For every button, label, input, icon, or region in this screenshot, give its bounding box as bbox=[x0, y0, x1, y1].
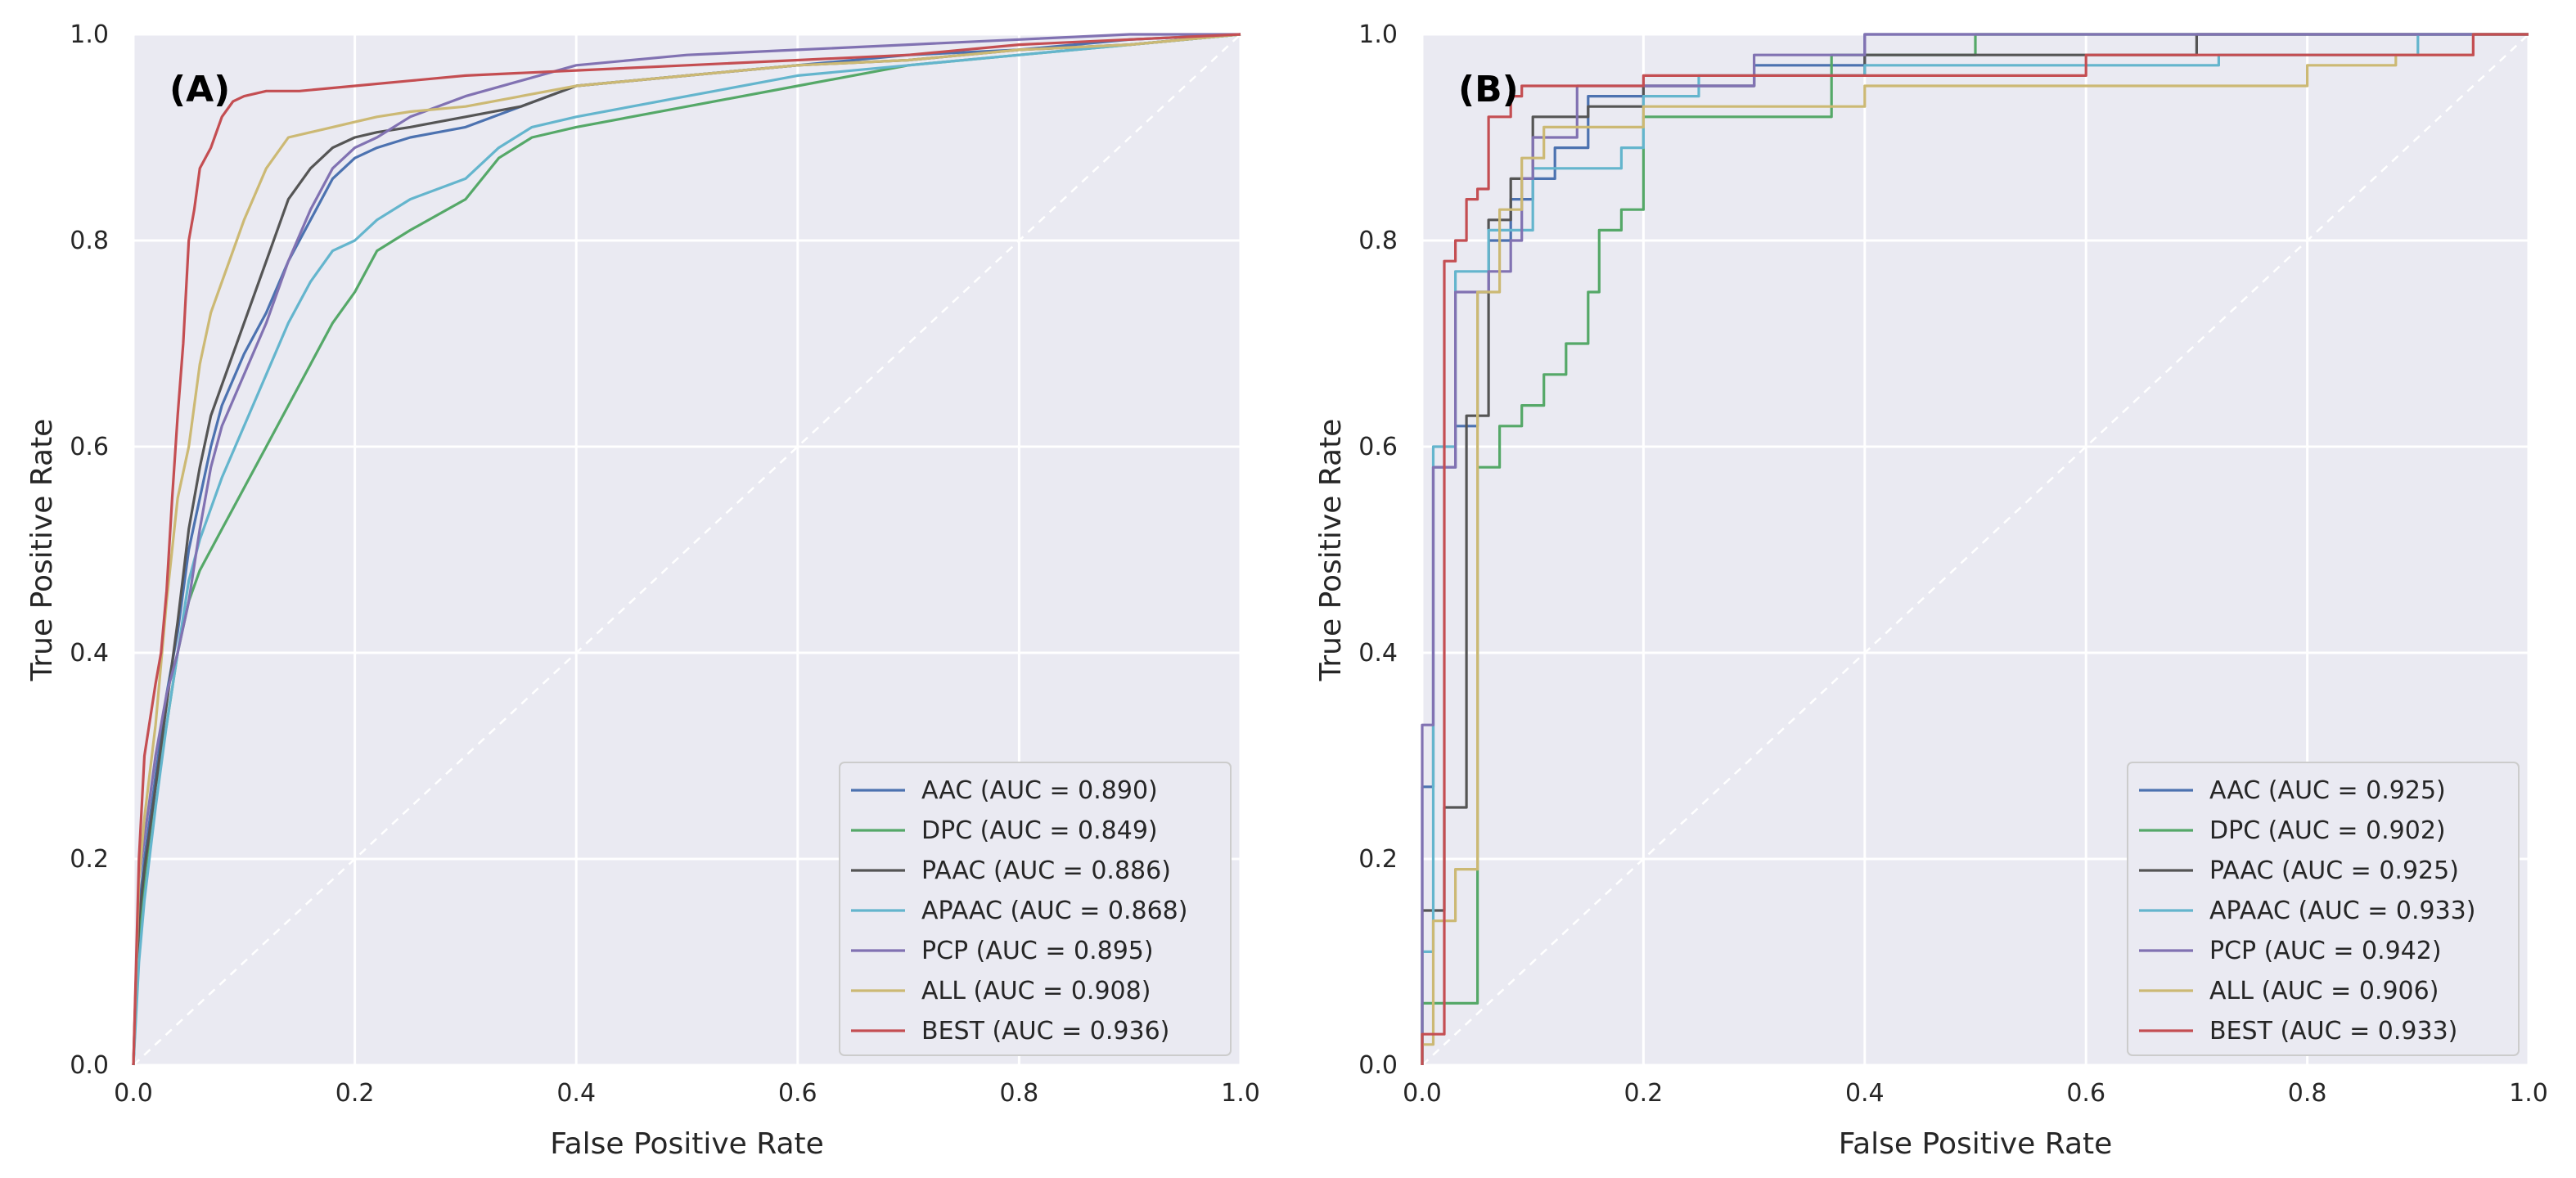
panel-b-legend-label-6: BEST (AUC = 0.933) bbox=[2209, 1017, 2457, 1045]
panel-b-legend-label-1: DPC (AUC = 0.902) bbox=[2209, 816, 2446, 845]
panel-a-y-tick-5: 1.0 bbox=[70, 20, 109, 49]
panel-b-y-tick-3: 0.6 bbox=[1358, 433, 1398, 461]
panel-b-y-tick-2: 0.4 bbox=[1358, 639, 1398, 668]
panel-a-x-tick-1: 0.2 bbox=[336, 1079, 375, 1108]
panel-b-legend: AAC (AUC = 0.925) DPC (AUC = 0.902) PAAC (… bbox=[2127, 762, 2520, 1056]
panel-b-curve-4 bbox=[1421, 33, 2529, 1065]
panel-b-curve-1 bbox=[1421, 33, 2529, 1065]
panel-b-x-axis-label: False Positive Rate bbox=[1839, 1127, 2113, 1161]
panel-a-legend-label-1: DPC (AUC = 0.849) bbox=[921, 816, 1158, 845]
panel-b-x-tick-0: 0.0 bbox=[1403, 1079, 1442, 1108]
panel-b-legend-label-5: ALL (AUC = 0.906) bbox=[2209, 977, 2439, 1005]
panel-a-legend-label-4: PCP (AUC = 0.895) bbox=[921, 937, 1154, 965]
panel-a-legend-label-5: ALL (AUC = 0.908) bbox=[921, 977, 1151, 1005]
panel-b: 0.0 0.2 0.4 0.6 0.8 1.0 0.0 0.2 0.4 0.6 0.8 1.0 Fals… bbox=[1314, 20, 2548, 1161]
panel-b-x-tick-1: 0.2 bbox=[1624, 1079, 1664, 1108]
panel-b-y-axis-label: True Positive Rate bbox=[1314, 419, 1348, 682]
panel-b-chance-diagonal bbox=[1421, 34, 2529, 1066]
panel-b-x-tick-5: 1.0 bbox=[2509, 1079, 2548, 1108]
panel-b-x-tick-3: 0.6 bbox=[2066, 1079, 2105, 1108]
panel-a-panel-label: (A) bbox=[169, 69, 230, 110]
panel-a-legend-label-3: APAAC (AUC = 0.868) bbox=[921, 897, 1187, 925]
panel-a-chance-diagonal bbox=[133, 34, 1241, 1066]
panel-b-legend-label-0: AAC (AUC = 0.925) bbox=[2209, 776, 2446, 805]
panel-a-curve-5 bbox=[132, 33, 1241, 1066]
panel-b-y-tick-0: 0.0 bbox=[1358, 1051, 1398, 1080]
panel-b-curve-3 bbox=[1421, 33, 2529, 1065]
panel-b-y-tick-4: 0.8 bbox=[1358, 227, 1398, 255]
panel-a-x-axis-label: False Positive Rate bbox=[550, 1127, 824, 1161]
panel-b-legend-label-4: PCP (AUC = 0.942) bbox=[2209, 937, 2442, 965]
panel-a-x-tick-0: 0.0 bbox=[114, 1079, 153, 1108]
panel-b-x-tick-2: 0.4 bbox=[1845, 1079, 1885, 1108]
panel-b-legend-box bbox=[2127, 762, 2520, 1056]
panel-a-legend-label-6: BEST (AUC = 0.936) bbox=[921, 1017, 1169, 1045]
panel-a-y-tick-3: 0.6 bbox=[70, 433, 109, 461]
panel-a-x-tick-3: 0.6 bbox=[778, 1079, 817, 1108]
panel-a-x-tick-2: 0.4 bbox=[556, 1079, 596, 1108]
panel-b-y-tick-5: 1.0 bbox=[1358, 20, 1398, 49]
panel-b-panel-label: (B) bbox=[1458, 69, 1519, 110]
panel-a-y-tick-4: 0.8 bbox=[70, 227, 109, 255]
panel-a-y-tick-2: 0.4 bbox=[70, 639, 109, 668]
panel-a-x-tick-5: 1.0 bbox=[1221, 1079, 1260, 1108]
panel-a: 0.0 0.2 0.4 0.6 0.8 1.0 0.0 0.2 0.4 0.6 0.8 1.0 Fals… bbox=[25, 20, 1260, 1161]
panel-a-y-tick-1: 0.2 bbox=[70, 845, 109, 874]
panel-a-curve-4 bbox=[132, 33, 1241, 1066]
panel-a-curve-6 bbox=[132, 33, 1241, 1066]
panel-a-y-tick-0: 0.0 bbox=[70, 1051, 109, 1080]
panel-b-legend-label-3: APAAC (AUC = 0.933) bbox=[2209, 897, 2475, 925]
panel-a-legend-box bbox=[839, 762, 1232, 1056]
panel-b-curve-6 bbox=[1421, 33, 2529, 1065]
panel-b-legend-label-2: PAAC (AUC = 0.925) bbox=[2209, 857, 2459, 885]
panel-b-x-tick-4: 0.8 bbox=[2288, 1079, 2327, 1108]
panel-a-legend-label-2: PAAC (AUC = 0.886) bbox=[921, 857, 1171, 885]
panel-b-curve-5 bbox=[1421, 33, 2529, 1065]
panel-a-curve-3 bbox=[132, 33, 1241, 1066]
panel-a-y-axis-label: True Positive Rate bbox=[25, 419, 59, 682]
panel-a-legend: AAC (AUC = 0.890) DPC (AUC = 0.849) PAAC (… bbox=[839, 762, 1232, 1056]
panel-a-x-tick-4: 0.8 bbox=[1000, 1079, 1039, 1108]
panel-b-y-tick-1: 0.2 bbox=[1358, 845, 1398, 874]
panel-a-legend-label-0: AAC (AUC = 0.890) bbox=[921, 776, 1158, 805]
